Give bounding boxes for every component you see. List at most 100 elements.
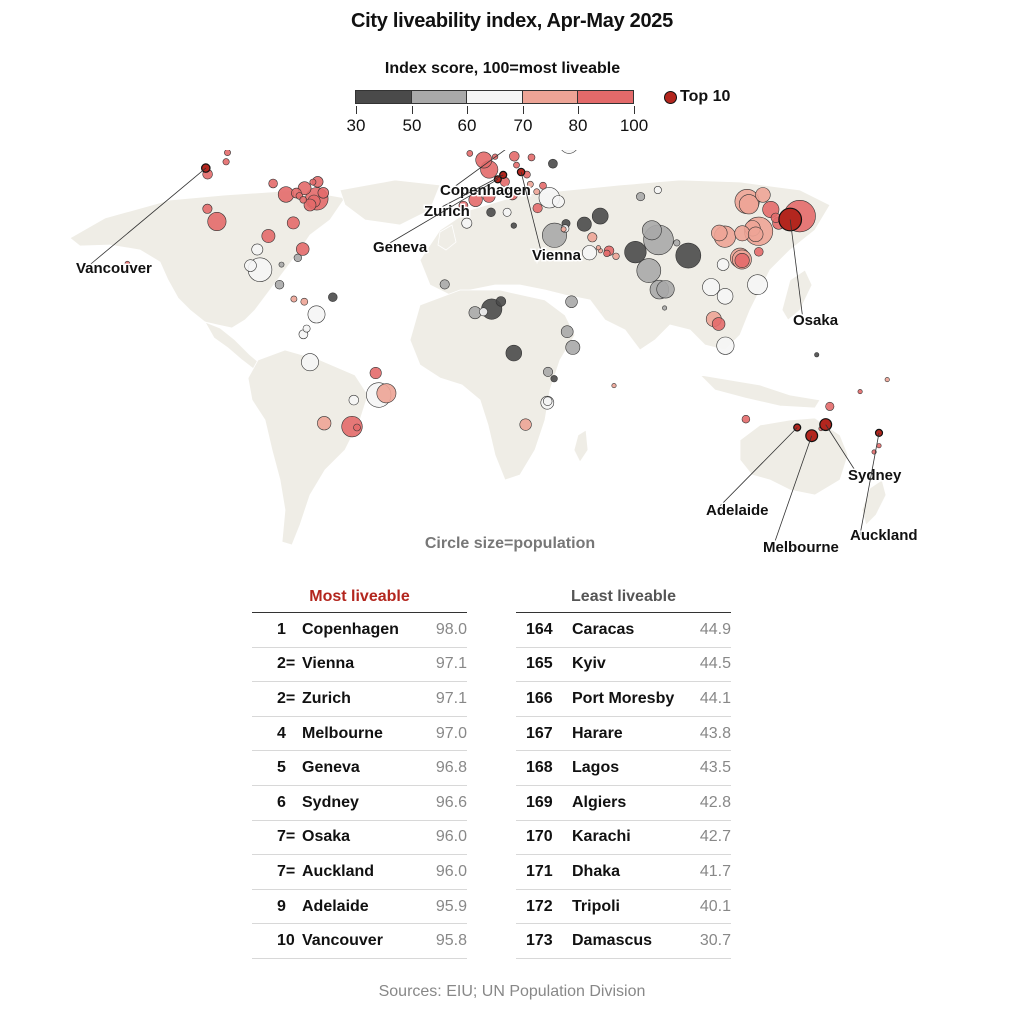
- japan-land: [781, 269, 813, 321]
- city-circle: [884, 377, 890, 383]
- city-circle: [506, 188, 518, 201]
- city-circle: [711, 224, 728, 242]
- city-circle: [301, 353, 319, 372]
- city-circle: [207, 211, 227, 231]
- city-circle: [741, 415, 751, 424]
- top10-city-circle: [499, 170, 508, 179]
- row-city: Melbourne: [302, 724, 383, 742]
- city-circle: [458, 200, 469, 211]
- city-map-label: Sydney: [848, 467, 902, 484]
- row-score: 44.5: [699, 655, 731, 673]
- city-circle: [565, 339, 581, 355]
- label-leader-line: [520, 171, 543, 256]
- row-rank: 10: [277, 932, 295, 950]
- top10-city-circle: [819, 418, 833, 432]
- city-circle: [290, 295, 298, 303]
- row-rank: 167: [526, 724, 553, 742]
- city-circle: [299, 196, 307, 204]
- city-circle: [587, 232, 598, 243]
- least-liveable-heading: Least liveable: [516, 588, 731, 613]
- city-circle: [222, 158, 230, 166]
- row-score: 30.7: [699, 932, 731, 950]
- row-rank: 169: [526, 793, 553, 811]
- city-map-label: Osaka: [793, 312, 839, 329]
- map-labels: Copenhagen Vienna Zurich Melbourne Geneva Syd…: [75, 150, 919, 558]
- row-score: 97.1: [435, 655, 467, 673]
- row-city: Copenhagen: [302, 620, 399, 638]
- city-circle: [581, 245, 597, 261]
- row-score: 44.1: [699, 689, 731, 707]
- city-circle: [468, 192, 483, 207]
- legend-tick-mark: [523, 106, 524, 114]
- city-circle: [479, 307, 488, 317]
- row-city: Sydney: [302, 793, 359, 811]
- city-circle: [747, 274, 768, 295]
- city-circle: [519, 418, 532, 431]
- label-leader-line: [85, 167, 207, 269]
- legend-tick-label: 60: [457, 116, 477, 135]
- city-circle: [541, 222, 567, 248]
- city-map-label: Vienna: [532, 247, 582, 264]
- city-circle: [711, 317, 726, 331]
- city-circle: [348, 394, 359, 406]
- city-circle: [328, 292, 338, 302]
- city-map-label: Melbourne: [763, 539, 839, 556]
- city-circle: [224, 150, 231, 156]
- label-leader-line: [789, 219, 804, 321]
- label-leader-line: [382, 178, 499, 248]
- row-city: Lagos: [572, 759, 620, 777]
- row-city: Vienna: [302, 655, 355, 673]
- city-circle: [268, 178, 278, 189]
- city-circle: [300, 297, 309, 306]
- table-row: 172 Tripoli 40.1: [516, 890, 731, 925]
- central-america-land: [204, 321, 263, 371]
- legend-title: Index score, 100=most liveable: [384, 60, 621, 77]
- city-circles: [124, 150, 890, 455]
- city-circle: [439, 279, 450, 290]
- row-rank: 7=: [277, 862, 296, 880]
- city-circle: [561, 150, 577, 154]
- city-circle: [278, 261, 285, 268]
- world-map: Copenhagen Vienna Zurich Melbourne Geneva Syd…: [69, 150, 919, 558]
- row-city: Tripoli: [572, 897, 620, 915]
- table-row: 164 Caracas 44.9: [516, 613, 731, 648]
- row-city: Harare: [572, 724, 623, 742]
- row-rank: 4: [277, 724, 286, 742]
- city-circle: [309, 178, 317, 186]
- city-circle: [754, 247, 764, 257]
- row-rank: 173: [526, 932, 553, 950]
- row-city: Adelaide: [302, 897, 369, 915]
- table-row: 10 Vancouver 95.8: [252, 924, 467, 959]
- city-circle: [509, 151, 520, 162]
- city-circle: [636, 258, 662, 283]
- city-map-label: Vancouver: [76, 260, 152, 277]
- label-leader-line: [772, 435, 813, 548]
- city-circle: [317, 416, 332, 431]
- table-row: 167 Harare 43.8: [516, 717, 731, 752]
- city-circle: [550, 375, 558, 383]
- row-score: 43.8: [699, 724, 731, 742]
- legend-bin-50-60: [410, 90, 468, 104]
- row-score: 98.0: [435, 620, 467, 638]
- city-map-label: Auckland: [850, 527, 918, 544]
- legend-tick-label: 50: [402, 116, 422, 135]
- legend-tick-label: 80: [568, 116, 588, 135]
- city-circle: [716, 336, 735, 355]
- legend-tick-mark: [356, 106, 357, 114]
- city-circle: [642, 220, 662, 241]
- south-america-land: [247, 349, 369, 546]
- row-city: Caracas: [572, 620, 635, 638]
- table-row: 9 Adelaide 95.9: [252, 890, 467, 925]
- row-score: 42.7: [699, 828, 731, 846]
- city-circle: [876, 443, 882, 449]
- row-score: 44.9: [699, 620, 731, 638]
- city-circle: [505, 344, 522, 362]
- table-row: 173 Damascus 30.7: [516, 924, 731, 959]
- row-city: Algiers: [572, 793, 627, 811]
- table-row: 2= Vienna 97.1: [252, 648, 467, 683]
- city-circle: [475, 151, 493, 169]
- city-circle: [302, 324, 311, 333]
- top10-dot-icon: [664, 90, 677, 104]
- city-circle: [495, 296, 507, 307]
- table-row: 7= Auckland 96.0: [252, 855, 467, 890]
